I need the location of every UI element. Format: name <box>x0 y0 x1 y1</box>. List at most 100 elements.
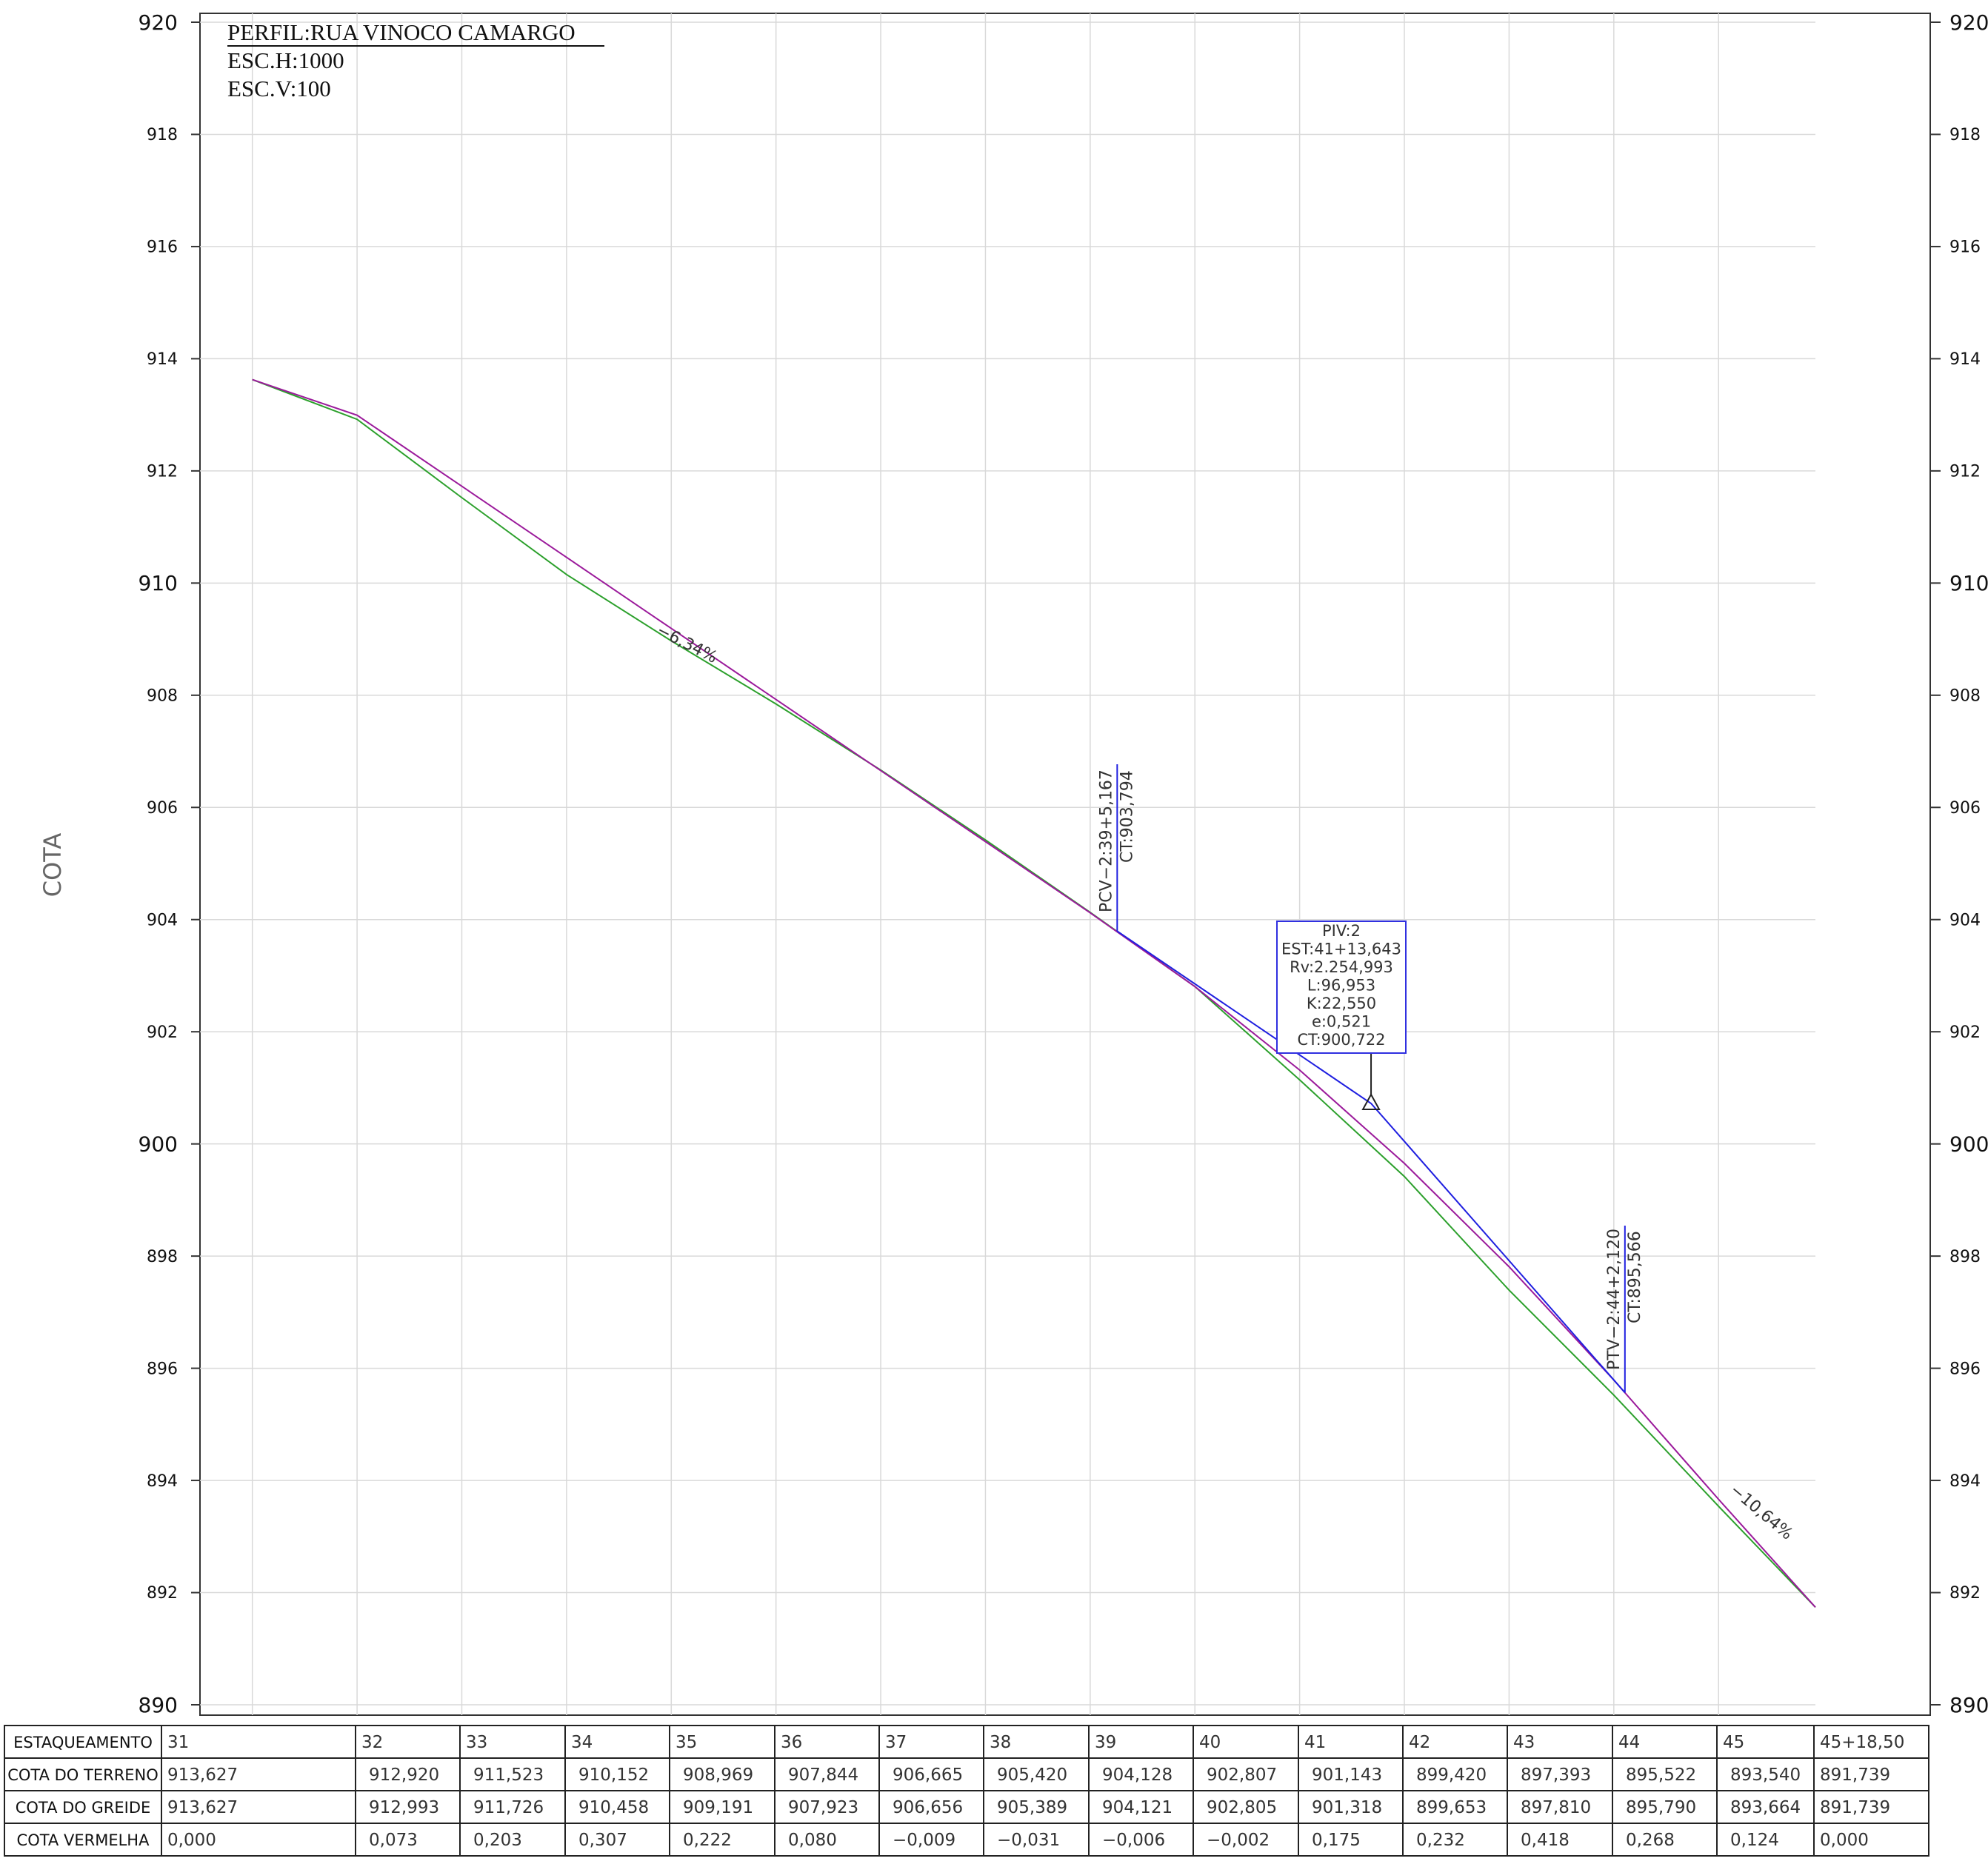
y-tick-label-right: 914 <box>1949 350 1981 369</box>
table-cell: −0,002 <box>1207 1831 1270 1850</box>
table-cell: 40 <box>1199 1733 1221 1752</box>
y-tick-label-left: 898 <box>147 1248 178 1266</box>
piv-info-line: CT:900,722 <box>1297 1031 1385 1049</box>
table-row-header: ESTAQUEAMENTO <box>13 1734 153 1751</box>
y-tick-label-left: 890 <box>139 1693 178 1717</box>
y-tick-label-right: 892 <box>1949 1584 1981 1603</box>
title-line-2: ESC.H:1000 <box>227 47 344 73</box>
piv-info-line: e:0,521 <box>1312 1013 1371 1031</box>
y-tick-label-left: 904 <box>147 911 178 929</box>
piv-info-line: K:22,550 <box>1307 995 1376 1012</box>
y-tick-label-left: 896 <box>147 1360 178 1378</box>
table-cell: 0,232 <box>1416 1831 1465 1850</box>
y-tick-label-right: 920 <box>1949 10 1988 35</box>
table-cell: 901,318 <box>1312 1798 1382 1817</box>
table-cell: 895,522 <box>1626 1766 1696 1785</box>
table-cell: 31 <box>167 1733 189 1752</box>
y-tick-label-left: 902 <box>147 1023 178 1042</box>
table-cell: 44 <box>1618 1733 1640 1752</box>
y-tick-label-left: 914 <box>147 350 178 369</box>
y-tick-label-right: 894 <box>1949 1472 1981 1491</box>
table-cell: 902,807 <box>1207 1766 1277 1785</box>
table-cell: 911,726 <box>473 1798 544 1817</box>
table-cell: 897,810 <box>1521 1798 1591 1817</box>
table-cell: 899,653 <box>1416 1798 1487 1817</box>
y-tick-label-left: 910 <box>139 571 178 595</box>
table-cell: 34 <box>571 1733 593 1752</box>
y-tick-label-left: 894 <box>147 1472 178 1491</box>
piv-info-line: Rv:2.254,993 <box>1290 958 1393 976</box>
plot-frame <box>200 13 1930 1715</box>
y-tick-label-right: 906 <box>1949 799 1981 818</box>
table-cell: 904,128 <box>1102 1766 1173 1785</box>
y-axis-label: COTA <box>39 833 67 898</box>
table-cell: 0,000 <box>1820 1831 1869 1850</box>
table-row-header: COTA DO GREIDE <box>16 1799 151 1817</box>
table-cell: 37 <box>885 1733 907 1752</box>
table-cell: 893,540 <box>1730 1766 1801 1785</box>
table-cell: 902,805 <box>1207 1798 1277 1817</box>
y-tick-label-right: 918 <box>1949 126 1981 144</box>
y-tick-label-right: 898 <box>1949 1248 1981 1266</box>
table-cell: 907,844 <box>788 1766 858 1785</box>
table-cell: 910,152 <box>578 1766 649 1785</box>
table-cell: 39 <box>1095 1733 1116 1752</box>
y-tick-label-right: 916 <box>1949 238 1981 257</box>
table-cell: −0,009 <box>893 1831 955 1850</box>
table-cell: 907,923 <box>788 1798 858 1817</box>
table-cell: 891,739 <box>1820 1766 1890 1785</box>
table-cell: 0,222 <box>683 1831 732 1850</box>
table-cell: 913,627 <box>167 1766 238 1785</box>
y-tick-label-right: 902 <box>1949 1023 1981 1042</box>
table-cell: 42 <box>1409 1733 1430 1752</box>
ptv-label: PTV−2:44+2,120 <box>1605 1229 1624 1370</box>
title-line-1: PERFIL:RUA VINOCO CAMARGO <box>227 19 576 45</box>
table-cell: 909,191 <box>683 1798 753 1817</box>
pcv-ct-label: CT:903,794 <box>1118 770 1136 863</box>
y-tick-label-left: 908 <box>147 687 178 706</box>
y-tick-label-right: 904 <box>1949 911 1981 929</box>
table-cell: 41 <box>1304 1733 1326 1752</box>
piv-info-line: EST:41+13,643 <box>1281 941 1401 958</box>
y-tick-label-right: 896 <box>1949 1360 1981 1378</box>
table-cell: 911,523 <box>473 1766 544 1785</box>
grade-line <box>253 380 1815 1608</box>
ptv-ct-label: CT:895,566 <box>1626 1231 1644 1323</box>
title-line-3: ESC.V:100 <box>227 76 331 101</box>
table-cell: 897,393 <box>1521 1766 1591 1785</box>
terrain-line <box>253 380 1815 1608</box>
table-cell: 0,175 <box>1312 1831 1361 1850</box>
piv-info-line: PIV:2 <box>1322 922 1361 940</box>
table-cell: 38 <box>990 1733 1011 1752</box>
table-cell: −0,006 <box>1102 1831 1165 1850</box>
table-cell: 891,739 <box>1820 1798 1890 1817</box>
y-tick-label-left: 916 <box>147 238 178 257</box>
y-tick-label-left: 900 <box>139 1132 178 1156</box>
table-cell: 910,458 <box>578 1798 649 1817</box>
y-tick-label-left: 892 <box>147 1584 178 1603</box>
table-cell: 33 <box>466 1733 487 1752</box>
table-cell: 913,627 <box>167 1798 238 1817</box>
table-cell: 908,969 <box>683 1766 753 1785</box>
y-tick-label-left: 918 <box>147 126 178 144</box>
table-cell: 0,307 <box>578 1831 627 1850</box>
table-cell: 0,000 <box>167 1831 216 1850</box>
table-cell: 43 <box>1513 1733 1535 1752</box>
table-cell: 905,420 <box>997 1766 1067 1785</box>
piv-triangle-icon <box>1363 1095 1379 1109</box>
y-tick-label-right: 908 <box>1949 687 1981 706</box>
table-cell: 895,790 <box>1626 1798 1696 1817</box>
y-tick-label-right: 910 <box>1949 571 1988 595</box>
table-cell: 893,664 <box>1730 1798 1801 1817</box>
table-cell: 36 <box>781 1733 802 1752</box>
table-cell: 904,121 <box>1102 1798 1173 1817</box>
table-cell: 912,920 <box>369 1766 439 1785</box>
y-tick-label-left: 906 <box>147 799 178 818</box>
table-cell: 906,656 <box>893 1798 963 1817</box>
table-cell: 35 <box>676 1733 697 1752</box>
